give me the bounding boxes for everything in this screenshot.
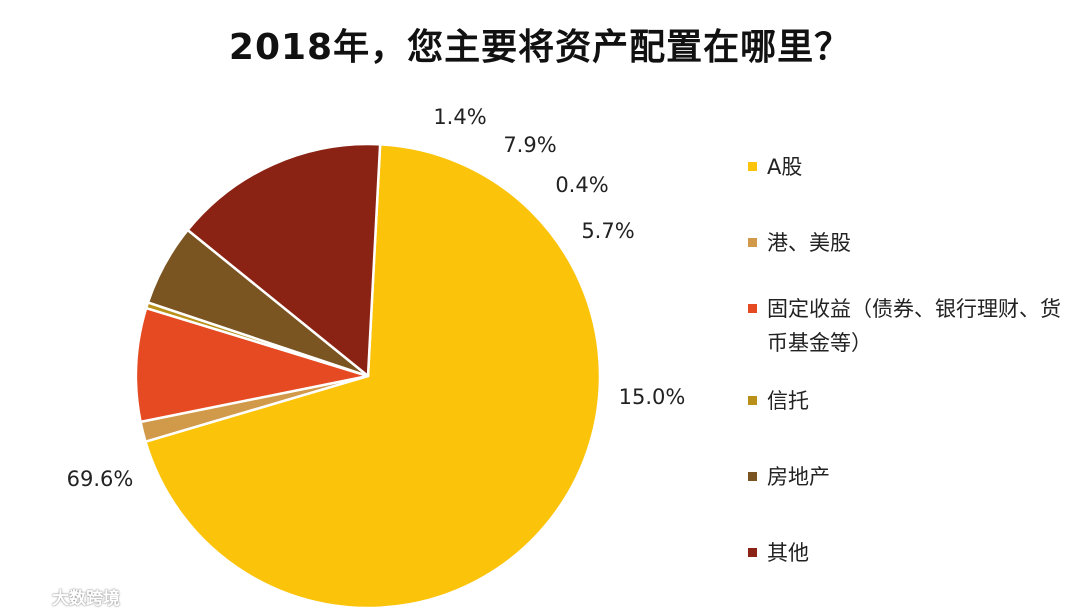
pie-label-2: 7.9% [503, 133, 556, 157]
watermark-text: 大数跨境 [52, 589, 120, 609]
legend-item-2: 固定收益（债券、银行理财、货币基金等） [748, 292, 1077, 360]
legend-swatch-1 [748, 238, 757, 247]
legend-swatch-2 [748, 304, 757, 313]
legend-swatch-4 [748, 472, 757, 481]
pie-slices [134, 142, 602, 610]
legend-swatch-5 [748, 548, 757, 557]
pie-label-5: 15.0% [619, 385, 686, 409]
pie-label-1: 1.4% [433, 105, 486, 129]
watermark-logo-icon [8, 588, 46, 605]
legend-item-0: A股 [748, 150, 1077, 184]
legend-label-1: 港、美股 [767, 231, 851, 255]
pie-label-4: 5.7% [581, 219, 634, 243]
legend-swatch-0 [748, 162, 757, 171]
legend-label-0: A股 [767, 155, 803, 179]
chart-title: 2018年，您主要将资产配置在哪里？ [228, 27, 852, 68]
legend-item-4: 房地产 [748, 460, 1077, 494]
legend-label-2: 固定收益（债券、银行理财、货币基金等） [767, 297, 1061, 355]
pie-slice-0 [144, 143, 602, 610]
legend-item-1: 港、美股 [748, 226, 1077, 260]
pie-label-0: 69.6% [67, 467, 134, 491]
pie-slice-5 [186, 142, 382, 378]
watermark: 大数跨境 [8, 584, 120, 609]
legend-label-4: 房地产 [767, 465, 830, 489]
legend-swatch-3 [748, 396, 757, 405]
legend-label-3: 信托 [767, 389, 809, 413]
pie-label-3: 0.4% [555, 173, 608, 197]
legend-item-5: 其他 [748, 536, 1077, 570]
pie-labels: 69.6% 1.4% 7.9% 0.4% 5.7% 15.0% [67, 105, 686, 491]
legend-item-3: 信托 [748, 384, 1077, 418]
pie-slice-2 [134, 306, 370, 424]
legend-label-5: 其他 [767, 541, 809, 565]
